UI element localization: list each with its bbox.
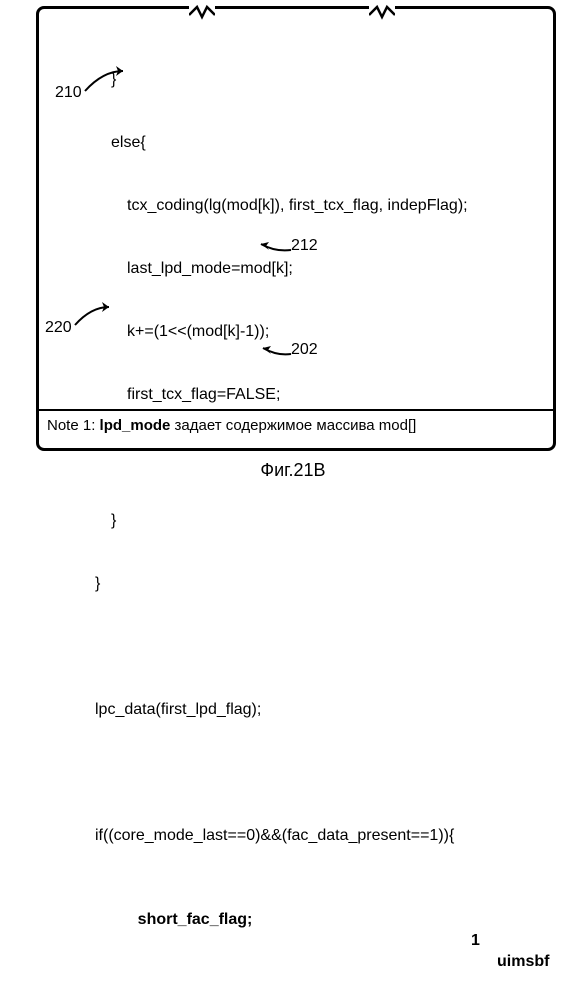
blank-line: [51, 636, 468, 657]
code-line: tcx_coding(lg(mod[k]), first_tcx_flag, i…: [51, 195, 468, 216]
break-mark-left: [189, 3, 215, 21]
callout-220: 220: [45, 319, 72, 337]
code-line: }: [51, 510, 468, 531]
arrow-212: [257, 238, 293, 254]
code-line: else{: [51, 132, 468, 153]
note-prefix: Note 1:: [47, 417, 100, 434]
code-block: } else{ tcx_coding(lg(mod[k]), first_tcx…: [51, 27, 468, 1000]
code-col2: 1: [471, 930, 480, 951]
panel-divider: [39, 409, 553, 411]
code-bold: short_fac_flag;: [138, 911, 253, 928]
note-middle: задает содержимое массива: [170, 417, 378, 434]
figure-caption: Фиг.21B: [0, 460, 586, 481]
code-line: first_tcx_flag=FALSE;: [51, 384, 468, 405]
code-line: if((core_mode_last==0)&&(fac_data_presen…: [51, 825, 468, 846]
code-line: lpc_data(first_lpd_flag);: [51, 699, 468, 720]
callout-210: 210: [55, 84, 82, 102]
blank-line: [51, 762, 468, 783]
arrow-210: [83, 69, 129, 93]
figure-panel: } else{ tcx_coding(lg(mod[k]), first_tcx…: [36, 6, 556, 451]
arrow-202: [259, 342, 293, 358]
code-line: last_lpd_mode=mod[k];: [51, 258, 468, 279]
callout-202: 202: [291, 341, 318, 359]
note-bold: lpd_mode: [100, 417, 171, 434]
callout-212: 212: [291, 237, 318, 255]
code-line: }: [51, 573, 468, 594]
code-line: short_fac_flag; 1 uimsbf: [51, 888, 468, 993]
break-mark-right: [369, 3, 395, 21]
code-col3: uimsbf: [497, 951, 549, 972]
note-code: mod[]: [379, 417, 417, 434]
arrow-220: [73, 305, 115, 327]
note-line: Note 1: lpd_mode задает содержимое масси…: [47, 417, 416, 434]
